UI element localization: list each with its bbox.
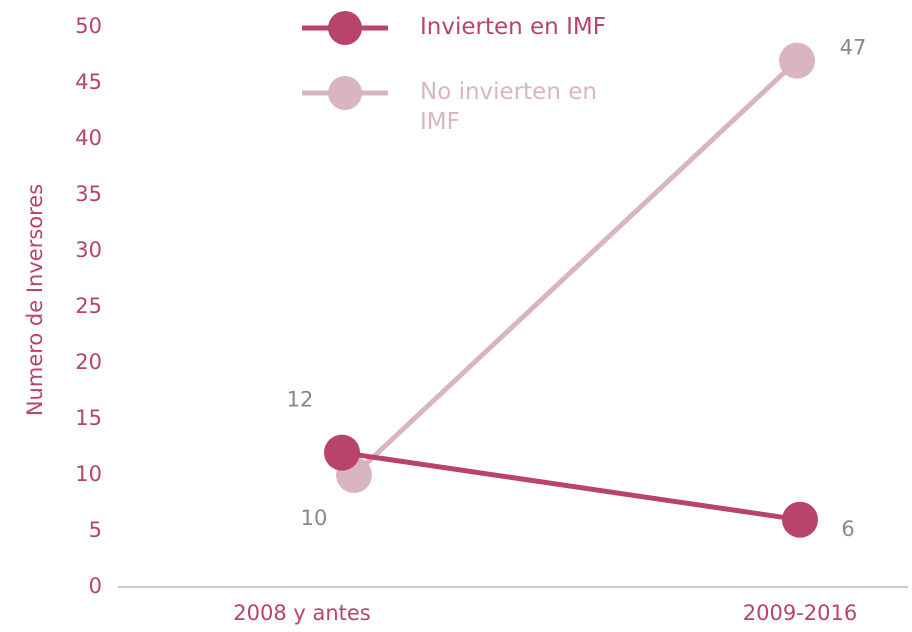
- data-label: 6: [841, 517, 854, 541]
- data-label: 10: [301, 506, 328, 530]
- point: [324, 434, 360, 471]
- y-tick-label: 15: [75, 406, 102, 430]
- series-line: [341, 450, 801, 523]
- y-tick-label: 0: [89, 574, 102, 598]
- series-line: [352, 58, 799, 477]
- legend-marker: [328, 11, 362, 45]
- y-tick-label: 5: [89, 518, 102, 542]
- point: [782, 501, 818, 538]
- y-axis-label: Numero de Inversores: [23, 184, 47, 416]
- y-tick-label: 30: [75, 238, 102, 262]
- data-label: 47: [840, 36, 867, 60]
- y-tick-label: 35: [75, 182, 102, 206]
- y-tick-label: 50: [75, 14, 102, 38]
- legend-label: No invierten en IMF: [420, 79, 597, 135]
- y-tick-label: 45: [75, 70, 102, 94]
- point: [779, 42, 815, 79]
- x-tick-label: 2008 y antes: [233, 601, 371, 625]
- y-tick-label: 20: [75, 350, 102, 374]
- legend-label: Invierten en IMF: [420, 14, 606, 40]
- y-tick-label: 10: [75, 462, 102, 486]
- data-label: 12: [287, 388, 314, 412]
- x-tick-label: 2009-2016: [743, 601, 857, 625]
- legend-marker: [328, 76, 362, 110]
- y-tick-label: 40: [75, 126, 102, 150]
- y-tick-label: 25: [75, 294, 102, 318]
